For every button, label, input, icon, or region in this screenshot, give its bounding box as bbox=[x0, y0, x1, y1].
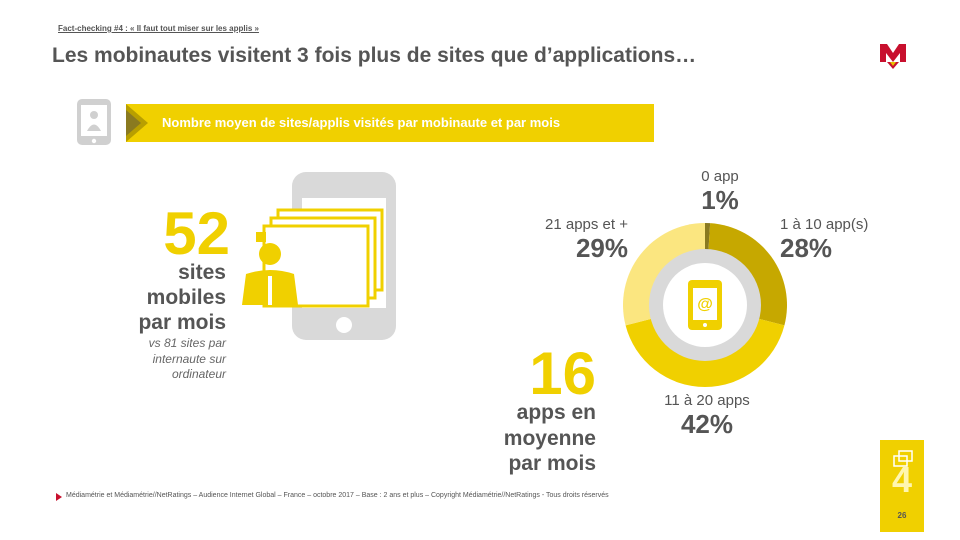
sites-value: 52 bbox=[163, 200, 230, 267]
sites-unit-line: sites bbox=[178, 261, 226, 284]
apps-unit-line: apps en bbox=[516, 401, 596, 424]
phone-at-icon: @ bbox=[688, 280, 722, 330]
sites-unit-line: mobiles bbox=[146, 286, 226, 310]
slice-label-1-10: 1 à 10 app(s) bbox=[780, 216, 869, 233]
banner-label: Nombre moyen de sites/applis visités par… bbox=[162, 115, 561, 130]
slice-label-21-plus: 21 apps et + bbox=[545, 216, 628, 233]
page-number: 26 bbox=[897, 511, 907, 520]
apps-value: 16 bbox=[529, 340, 596, 407]
apps-unit: apps en moyenne par mois bbox=[456, 400, 596, 477]
apps-unit-line: par mois bbox=[508, 452, 596, 476]
slice-value-11-20: 42% bbox=[680, 409, 734, 439]
slice-label-0-app: 0 app bbox=[701, 168, 739, 185]
source-note: Médiamétrie et Médiamétrie//NetRatings –… bbox=[66, 492, 609, 499]
phone-user-icon bbox=[77, 99, 111, 145]
slice-value-21-plus: 29% bbox=[575, 233, 628, 263]
apps-donut-chart: @ bbox=[623, 223, 787, 387]
source-bullet-icon bbox=[56, 493, 62, 501]
slice-value-0-app: 1% bbox=[701, 185, 739, 215]
svg-text:@: @ bbox=[697, 296, 713, 313]
slice-value-1-10: 28% bbox=[780, 233, 833, 263]
note-line: ordinateur bbox=[171, 367, 226, 382]
sites-unit: sites mobiles par mois bbox=[96, 260, 226, 336]
note-line: internaute sur bbox=[152, 351, 226, 366]
note-line: vs 81 sites par bbox=[148, 336, 226, 350]
phone-browsing-icon bbox=[242, 172, 396, 340]
chapter-number: 4 bbox=[891, 459, 913, 500]
section-kicker: Fact-checking #4 : « Il faut tout miser … bbox=[58, 24, 259, 33]
slice-label-11-20: 11 à 20 apps bbox=[664, 392, 750, 409]
sites-comparison-note: vs 81 sites par internaute sur ordinateu… bbox=[96, 336, 226, 383]
mediametrie-logo-icon bbox=[880, 44, 906, 69]
page-title: Les mobinautes visitent 3 fois plus de s… bbox=[52, 44, 697, 67]
apps-unit-line: moyenne bbox=[503, 426, 596, 450]
chart-banner bbox=[126, 104, 654, 142]
sites-unit-line: par mois bbox=[138, 311, 226, 335]
chapter-tab bbox=[880, 440, 924, 532]
